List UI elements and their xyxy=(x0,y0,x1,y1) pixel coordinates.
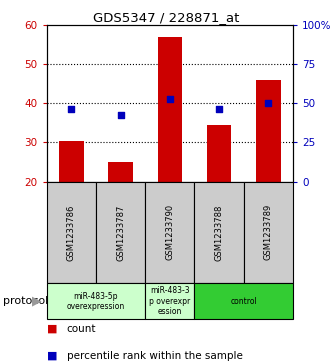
Text: miR-483-3
p overexpr
ession: miR-483-3 p overexpr ession xyxy=(149,286,190,316)
Bar xyxy=(47,283,145,319)
Bar xyxy=(145,182,194,283)
Point xyxy=(216,106,222,112)
Bar xyxy=(194,182,244,283)
Text: GSM1233790: GSM1233790 xyxy=(165,204,174,260)
Text: miR-483-5p
overexpression: miR-483-5p overexpression xyxy=(67,291,125,311)
Text: GSM1233786: GSM1233786 xyxy=(67,204,76,261)
Text: GSM1233787: GSM1233787 xyxy=(116,204,125,261)
Bar xyxy=(108,162,133,182)
Bar xyxy=(244,182,293,283)
Text: ■: ■ xyxy=(47,351,57,361)
Point xyxy=(266,100,271,106)
Text: protocol: protocol xyxy=(3,296,49,306)
Text: count: count xyxy=(67,323,96,334)
Text: ▶: ▶ xyxy=(32,295,41,308)
Text: GDS5347 / 228871_at: GDS5347 / 228871_at xyxy=(93,11,240,24)
Text: GSM1233789: GSM1233789 xyxy=(264,204,273,260)
Bar xyxy=(59,140,84,182)
Point xyxy=(118,112,123,118)
Text: GSM1233788: GSM1233788 xyxy=(214,204,224,261)
Bar xyxy=(207,125,231,182)
Text: percentile rank within the sample: percentile rank within the sample xyxy=(67,351,242,361)
Bar xyxy=(47,182,96,283)
Bar xyxy=(194,283,293,319)
Text: control: control xyxy=(230,297,257,306)
Text: ■: ■ xyxy=(47,323,57,334)
Bar xyxy=(158,37,182,182)
Bar xyxy=(256,80,281,182)
Bar xyxy=(145,283,194,319)
Point xyxy=(69,106,74,112)
Bar xyxy=(96,182,145,283)
Point xyxy=(167,96,172,102)
